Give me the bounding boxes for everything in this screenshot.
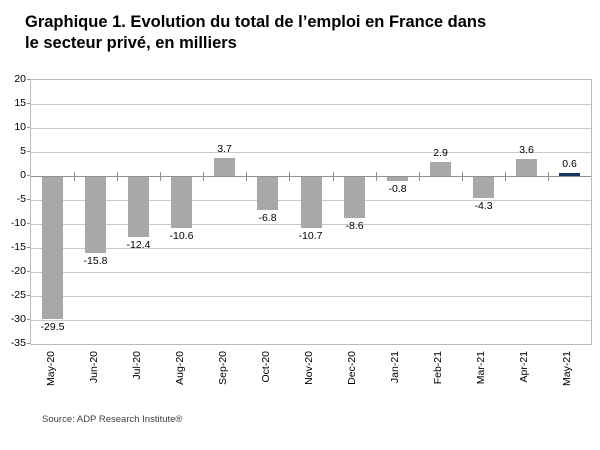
y-axis-tick — [27, 103, 31, 104]
x-axis-label: Jul-20 — [131, 351, 143, 380]
bar — [171, 177, 192, 228]
y-axis-tick — [27, 175, 31, 176]
y-axis-tick — [27, 247, 31, 248]
chart-title: Graphique 1. Evolution du total de l’emp… — [25, 12, 486, 54]
bar-value-label: -0.8 — [388, 183, 407, 195]
bar-value-label: -8.6 — [345, 220, 364, 232]
category-tick — [548, 172, 549, 181]
bar-value-label: -10.6 — [169, 230, 194, 242]
bar — [387, 177, 408, 181]
bar-value-label: -29.5 — [40, 321, 65, 333]
y-axis-tick — [27, 127, 31, 128]
category-tick — [160, 172, 161, 181]
x-axis: May-20 Jun-20 Jul-20 Aug-20 Sep-20 Oct-20 Nov-… — [30, 347, 590, 409]
category-tick — [462, 172, 463, 181]
gridline — [31, 272, 591, 273]
bar — [559, 173, 580, 176]
y-axis-tick — [27, 199, 31, 200]
gridline — [31, 248, 591, 249]
bar — [128, 177, 149, 237]
gridline — [31, 296, 591, 297]
gridline — [31, 128, 591, 129]
bar — [473, 177, 494, 198]
x-axis-label: Sep-20 — [217, 351, 229, 385]
bar-value-label: -6.8 — [258, 212, 277, 224]
gridline — [31, 320, 591, 321]
bar — [85, 177, 106, 253]
bar-value-label: 0.6 — [562, 158, 577, 170]
zero-axis-line — [31, 176, 591, 177]
y-axis-tick — [27, 79, 31, 80]
bar-value-label: 2.9 — [433, 147, 448, 159]
bar-value-label: -10.7 — [298, 230, 323, 242]
bar-value-label: -15.8 — [83, 255, 108, 267]
bar — [516, 159, 537, 176]
category-tick — [376, 172, 377, 181]
x-axis-label: May-21 — [561, 351, 573, 387]
x-axis-label: Apr-21 — [518, 351, 530, 383]
bar — [301, 177, 322, 228]
category-tick — [333, 172, 334, 181]
bar — [430, 162, 451, 176]
y-axis-label: -10 — [10, 217, 26, 229]
y-axis-label: 5 — [20, 145, 26, 157]
y-axis-label: -35 — [10, 337, 26, 349]
y-axis-tick — [27, 343, 31, 344]
y-axis-label: -20 — [10, 265, 26, 277]
x-axis-label: Feb-21 — [432, 351, 444, 385]
y-axis-tick — [27, 319, 31, 320]
y-axis-tick — [27, 295, 31, 296]
x-axis-label: May-20 — [45, 351, 57, 387]
category-tick — [419, 172, 420, 181]
x-axis-label: Nov-20 — [303, 351, 315, 385]
bar-value-label: 3.6 — [519, 144, 534, 156]
bar-value-label: -12.4 — [126, 239, 151, 251]
x-axis-label: Aug-20 — [174, 351, 186, 385]
y-axis-label: -25 — [10, 289, 26, 301]
chart-title-line2: le secteur privé, en milliers — [25, 34, 237, 52]
category-tick — [203, 172, 204, 181]
source-note: Source: ADP Research Institute® — [42, 414, 183, 425]
y-axis-label: -30 — [10, 313, 26, 325]
category-tick — [117, 172, 118, 181]
bar — [42, 177, 63, 319]
bar — [344, 177, 365, 218]
gridline — [31, 104, 591, 105]
bar — [214, 158, 235, 176]
x-axis-label: Jan-21 — [389, 351, 401, 384]
y-axis-label: 15 — [14, 97, 26, 109]
y-axis-label: 10 — [14, 121, 26, 133]
category-tick — [246, 172, 247, 181]
category-tick — [505, 172, 506, 181]
y-axis-label: -15 — [10, 241, 26, 253]
y-axis-tick — [27, 151, 31, 152]
chart-title-line1: Graphique 1. Evolution du total de l’emp… — [25, 13, 487, 31]
bar-value-label: -4.3 — [474, 200, 493, 212]
y-axis-tick — [27, 223, 31, 224]
y-axis-label: -5 — [16, 193, 26, 205]
y-axis-tick — [27, 271, 31, 272]
category-tick — [74, 172, 75, 181]
y-axis-label: 0 — [20, 169, 26, 181]
x-axis-label: Oct-20 — [260, 351, 272, 383]
category-tick — [289, 172, 290, 181]
bar — [257, 177, 278, 210]
y-axis-label: 20 — [14, 73, 26, 85]
x-axis-label: Jun-20 — [88, 351, 100, 384]
x-axis-label: Mar-21 — [475, 351, 487, 385]
y-axis: 20 15 10 5 0 -5 -10 -15 -20 -25 -30 -35 — [0, 73, 31, 349]
plot-area: -29.5 -15.8 -12.4 -10.6 3.7 -6.8 -10.7 -8.6 -0.8… — [30, 79, 592, 345]
x-axis-label: Dec-20 — [346, 351, 358, 385]
bar-value-label: 3.7 — [217, 143, 232, 155]
gridline — [31, 152, 591, 153]
